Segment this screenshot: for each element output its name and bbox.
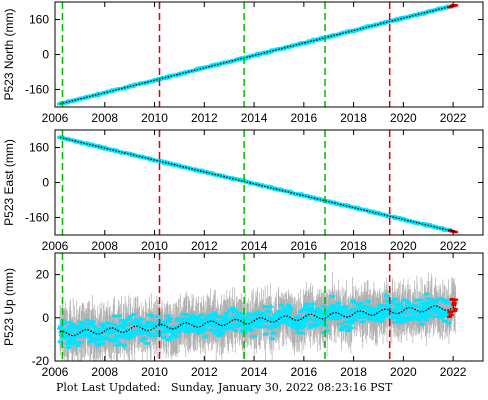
x-tick-label: 2012 <box>191 111 218 125</box>
x-tick-label: 2014 <box>241 239 268 253</box>
model-fit-line <box>59 136 456 233</box>
panel-2: 2006 2008 2010 2012 2014 2016 2018 2020 2022 -160… <box>2 129 484 253</box>
x-tick-label: 2018 <box>340 111 367 125</box>
plot-updated-footer: Plot Last Updated: Sunday, January 30, 2… <box>56 381 392 394</box>
axes-frame <box>54 252 484 362</box>
y-tick-label: 160 <box>29 13 49 27</box>
model-fit-line <box>59 4 456 105</box>
y-tick-label: -160 <box>25 83 49 97</box>
y-axis-label: P523 North (mm) <box>2 8 16 100</box>
x-tick-label: 2016 <box>290 111 317 125</box>
panel-1: 2006 2008 2010 2012 2014 2016 2018 2020 2022 -160… <box>2 1 484 125</box>
recent-data-points <box>446 297 459 319</box>
axes-frame <box>54 129 484 236</box>
x-tick-label: 2012 <box>191 239 218 253</box>
x-tick-label: 2016 <box>290 239 317 253</box>
y-tick-label: -160 <box>25 211 49 225</box>
x-tick-label: 2010 <box>141 111 168 125</box>
x-tick-label: 2020 <box>390 365 417 379</box>
x-tick-label: 2010 <box>141 239 168 253</box>
data-points <box>56 135 453 232</box>
x-tick-label: 2022 <box>440 365 467 379</box>
y-tick-label: 160 <box>29 141 49 155</box>
x-tick-label: 2012 <box>191 365 218 379</box>
x-tick-label: 2020 <box>390 239 417 253</box>
axes-frame <box>54 1 484 108</box>
x-tick-label: 2018 <box>340 365 367 379</box>
x-tick-label: 2008 <box>91 365 118 379</box>
plot-area <box>56 130 459 235</box>
y-tick-label: -20 <box>32 354 50 368</box>
x-tick-label: 2008 <box>91 239 118 253</box>
x-tick-label: 2022 <box>440 239 467 253</box>
x-tick-label: 2018 <box>340 239 367 253</box>
panel-3: 2006 2008 2010 2012 2014 2016 2018 2020 2022 -20 0… <box>2 252 484 379</box>
x-tick-label: 2014 <box>241 111 268 125</box>
data-points <box>57 292 452 349</box>
y-tick-label: 0 <box>42 48 49 62</box>
y-tick-label: 20 <box>36 268 50 282</box>
x-tick-label: 2006 <box>42 111 69 125</box>
footer-timestamp: Sunday, January 30, 2022 08:23:16 PST <box>170 381 393 394</box>
x-tick-label: 2014 <box>241 365 268 379</box>
y-tick-label: 0 <box>42 176 49 190</box>
x-tick-label: 2020 <box>390 111 417 125</box>
y-tick-label: 0 <box>42 311 49 325</box>
footer-label: Plot Last Updated: <box>56 381 161 394</box>
plot-area <box>57 253 459 361</box>
x-tick-label: 2006 <box>42 365 69 379</box>
x-tick-label: 2022 <box>440 111 467 125</box>
plot-area <box>56 2 459 107</box>
y-axis-label: P523 Up (mm) <box>2 268 16 346</box>
x-tick-label: 2010 <box>141 365 168 379</box>
x-tick-label: 2008 <box>91 111 118 125</box>
x-tick-label: 2016 <box>290 365 317 379</box>
y-axis-label: P523 East (mm) <box>2 139 16 226</box>
x-tick-label: 2006 <box>42 239 69 253</box>
